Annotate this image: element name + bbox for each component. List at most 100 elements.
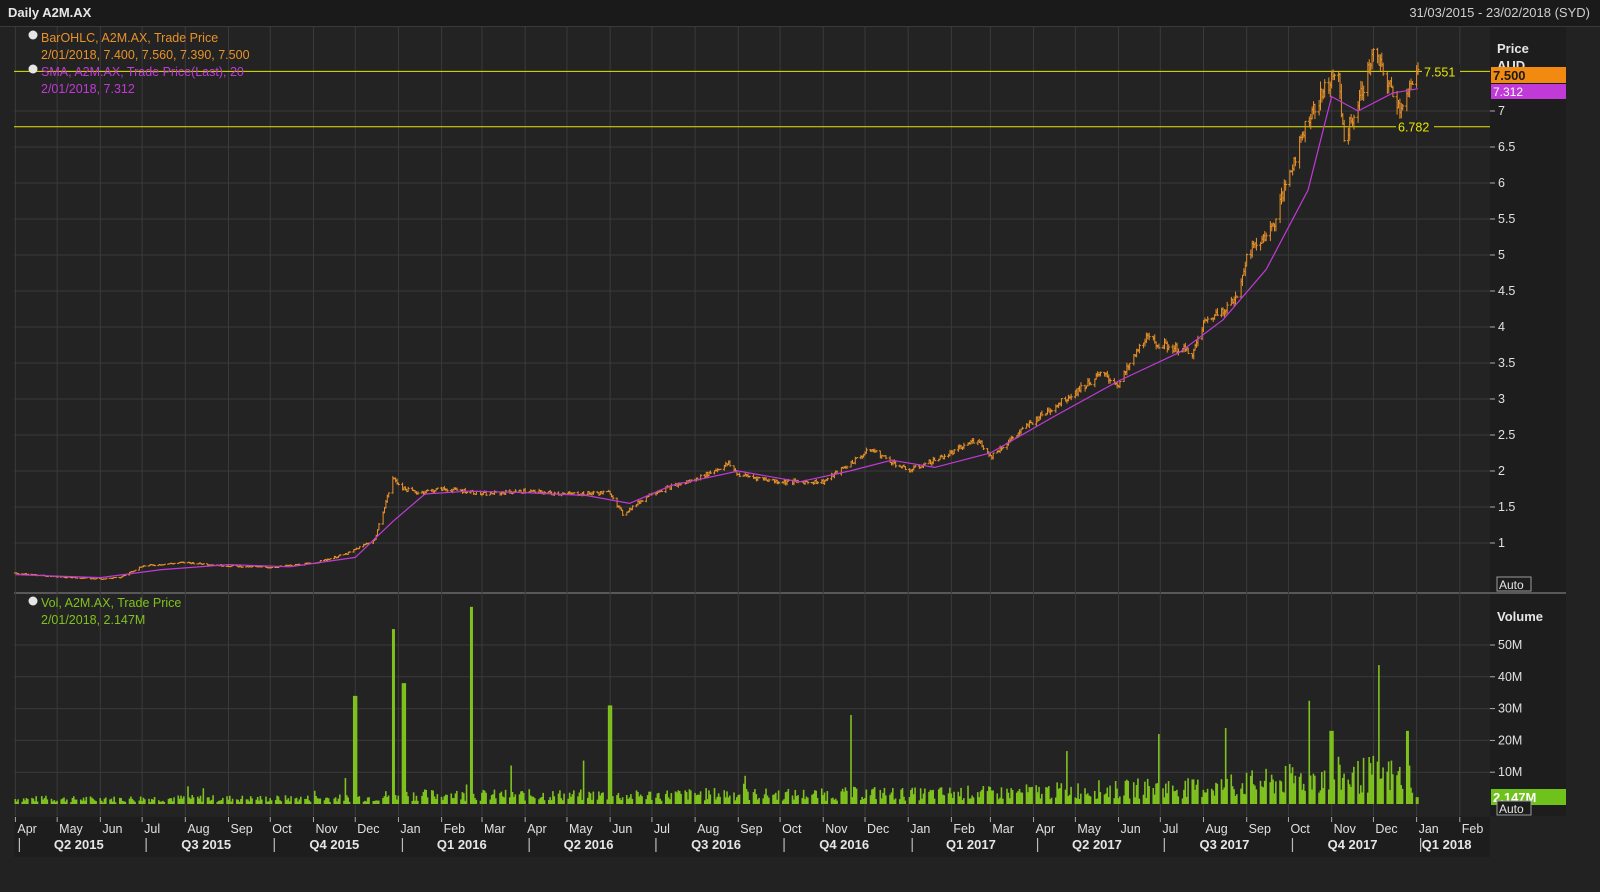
price-auto-button[interactable]: Auto xyxy=(1496,576,1532,592)
price-axis-panel[interactable] xyxy=(1490,27,1566,592)
volume-bar xyxy=(600,793,603,804)
legend-expand-icon[interactable] xyxy=(28,30,38,40)
volume-bar xyxy=(313,790,316,804)
volume-bar xyxy=(511,791,514,804)
volume-bar xyxy=(655,797,657,804)
volume-bar xyxy=(425,789,427,804)
volume-bar xyxy=(241,795,244,804)
volume-panel[interactable] xyxy=(14,594,1490,816)
legend-expand-icon[interactable] xyxy=(28,64,38,74)
volume-bar xyxy=(889,794,891,804)
volume-bar xyxy=(1401,788,1404,804)
volume-bar xyxy=(667,797,670,804)
volume-bar xyxy=(290,796,292,804)
volume-bar xyxy=(1351,772,1354,804)
volume-bar xyxy=(499,793,501,804)
volume-bar xyxy=(40,796,43,804)
volume-bar xyxy=(729,795,731,804)
volume-bar xyxy=(160,801,163,804)
volume-auto-label: Auto xyxy=(1499,802,1524,816)
volume-bar xyxy=(598,791,600,804)
volume-bar xyxy=(685,792,688,804)
volume-bar xyxy=(1366,792,1369,804)
volume-bar xyxy=(75,799,78,804)
volume-bar xyxy=(930,790,933,804)
volume-bar xyxy=(772,794,774,804)
volume-bar xyxy=(621,797,624,804)
legend-expand-icon[interactable] xyxy=(28,596,38,606)
volume-bar xyxy=(394,795,397,804)
volume-axis-panel[interactable] xyxy=(1490,594,1566,816)
volume-bar xyxy=(220,799,223,804)
volume-bar xyxy=(1038,786,1040,804)
volume-bar xyxy=(1323,770,1326,804)
volume-bar xyxy=(1185,796,1188,804)
price-panel[interactable] xyxy=(14,27,1490,592)
volume-bar xyxy=(1020,792,1022,804)
sma-legend[interactable]: SMA, A2M.AX, Trade Price(Last), 20 2/01/… xyxy=(28,64,244,97)
volume-bar xyxy=(999,797,1001,804)
volume-bar xyxy=(295,797,298,804)
volume-bar xyxy=(797,795,799,804)
volume-bar xyxy=(1099,792,1102,804)
volume-bar xyxy=(872,788,875,804)
volume-bar xyxy=(287,798,290,804)
volume-bar xyxy=(836,800,838,804)
volume-bar xyxy=(105,797,107,804)
volume-auto-button[interactable]: Auto xyxy=(1496,800,1532,816)
volume-bar xyxy=(1410,787,1412,804)
volume-bar xyxy=(52,801,54,804)
volume-bar xyxy=(823,792,826,804)
volume-bar xyxy=(573,790,575,804)
volume-bar xyxy=(514,794,517,804)
volume-bar xyxy=(911,787,914,804)
quarter-label: Q1 2018 xyxy=(1422,837,1472,852)
volume-bar xyxy=(735,797,738,804)
volume-bar xyxy=(208,797,210,804)
volume-bar xyxy=(1234,795,1237,804)
volume-bar xyxy=(1008,798,1011,804)
volume-bar xyxy=(249,796,252,804)
volume-bar xyxy=(443,796,446,804)
volume-bar xyxy=(270,800,273,804)
volume-bar xyxy=(1223,787,1226,804)
price-tick-label: 2 xyxy=(1498,464,1505,478)
ohlc-legend[interactable]: BarOHLC, A2M.AX, Trade Price 2/01/2018, … xyxy=(28,30,250,63)
quarter-label: Q3 2015 xyxy=(181,837,231,852)
volume-bar xyxy=(1387,761,1390,804)
hline-label-bg xyxy=(1396,119,1434,134)
volume-bar xyxy=(134,801,136,804)
volume-bar xyxy=(1417,797,1419,804)
volume-bar xyxy=(960,787,962,804)
volume-bar xyxy=(202,788,205,804)
volume-bar xyxy=(1018,788,1021,804)
volume-bar xyxy=(444,794,447,804)
volume-bar xyxy=(167,798,170,804)
volume-bar xyxy=(1191,779,1194,804)
volume-bar xyxy=(538,799,540,804)
volume-bar xyxy=(1265,768,1267,804)
volume-bar xyxy=(618,798,621,804)
volume-legend[interactable]: Vol, A2M.AX, Trade Price 2/01/2018, 2.14… xyxy=(28,596,182,627)
volume-bar xyxy=(908,797,911,804)
volume-bar xyxy=(1183,789,1185,804)
month-label: Mar xyxy=(484,822,506,836)
volume-bar xyxy=(1361,792,1363,804)
volume-bar xyxy=(976,792,979,804)
volume-bar xyxy=(1158,734,1160,804)
volume-bar xyxy=(421,795,423,804)
volume-bar xyxy=(1298,776,1301,804)
volume-bar xyxy=(694,792,696,804)
volume-bar xyxy=(958,796,961,804)
volume-bar xyxy=(552,791,554,804)
volume-bar xyxy=(901,788,904,804)
horizontal-lines[interactable]: 7.551 6.782 xyxy=(14,64,1490,135)
volume-bar xyxy=(833,799,836,804)
volume-bar xyxy=(1068,794,1071,804)
volume-bar xyxy=(518,794,521,804)
volume-bar xyxy=(990,790,993,804)
volume-bar xyxy=(1007,792,1010,804)
volume-bar xyxy=(196,796,199,804)
